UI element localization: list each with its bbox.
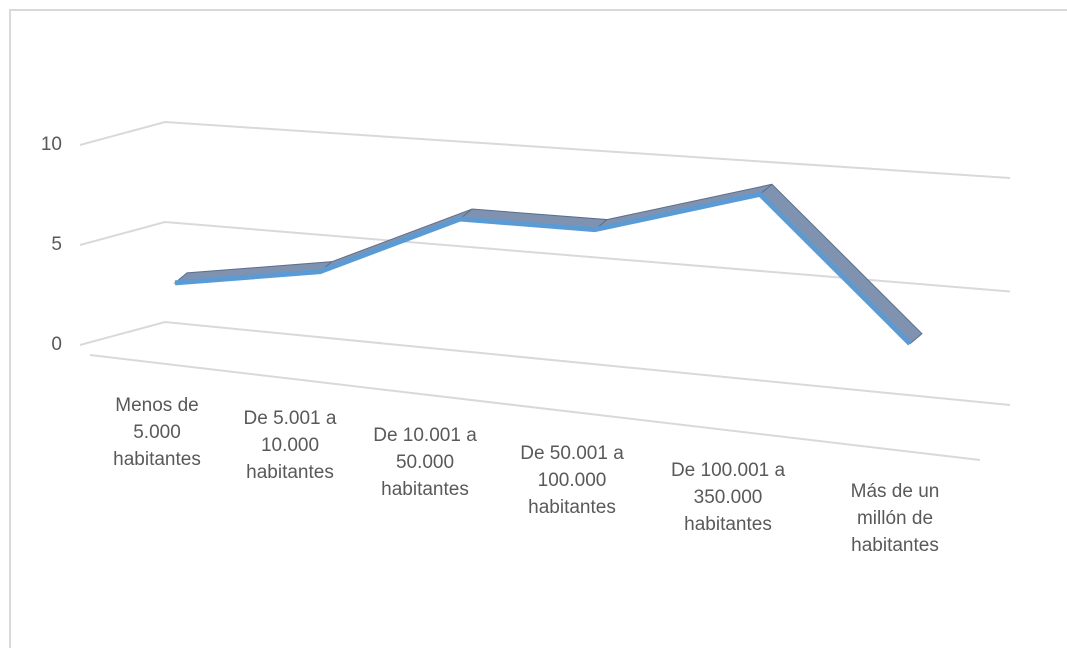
grid-line — [79, 220, 1011, 293]
x-tick-label: Más de un millón de habitantes — [850, 481, 940, 556]
frame — [9, 9, 1067, 648]
x-tick-label: Menos de 5.000 habitantes — [113, 395, 201, 470]
x-tick-label: De 50.001 a 100.000 habitantes — [520, 443, 624, 518]
grid-line — [79, 120, 1011, 179]
y-tick-label: 5 — [51, 234, 62, 255]
line — [174, 191, 912, 346]
x-tick-label: De 10.001 a 50.000 habitantes — [373, 425, 477, 500]
x-tick-label: De 5.001 a 10.000 habitantes — [243, 408, 337, 483]
y-tick-label: 0 — [51, 334, 62, 355]
x-tick-label: De 100.001 a 350.000 habitantes — [670, 460, 786, 535]
ribbon-face — [759, 183, 923, 345]
y-tick-label: 10 — [41, 134, 62, 155]
floor-edge — [89, 354, 981, 461]
grid-line — [79, 320, 1011, 406]
